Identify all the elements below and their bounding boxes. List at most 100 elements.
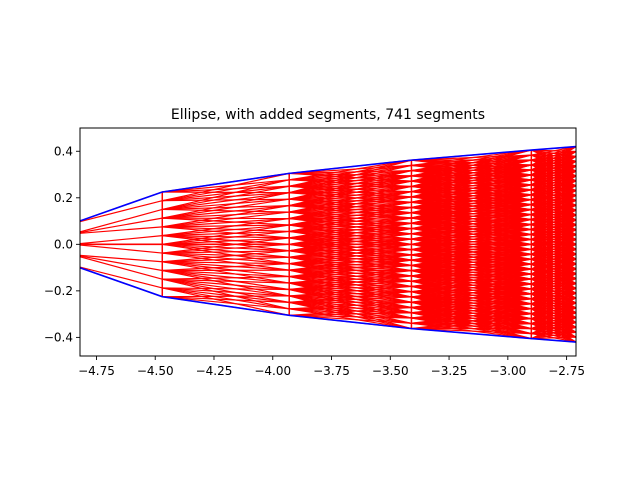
added-segment-250 (289, 192, 412, 203)
added-segment-556 (411, 185, 532, 206)
added-segment-300 (411, 312, 532, 340)
added-segment-342 (411, 291, 532, 325)
added-segment-79 (162, 185, 290, 202)
added-segment-661 (531, 308, 576, 333)
added-segment-976 (531, 169, 576, 192)
added-segment-321 (411, 301, 532, 330)
added-segment-741 (531, 273, 576, 299)
added-segment-955 (531, 179, 576, 197)
added-segment-873 (531, 214, 576, 240)
added-segment-161 (289, 256, 412, 277)
added-segment-1013 (531, 149, 576, 157)
added-segment-38 (162, 256, 290, 263)
plot-area (80, 145, 576, 343)
added-segment-862 (531, 219, 576, 245)
added-segment-996 (531, 159, 576, 177)
added-segment-23 (162, 278, 290, 303)
added-segment-343 (411, 291, 532, 320)
added-segment-1003 (531, 154, 576, 177)
added-segment-672 (531, 303, 576, 328)
added-segment-545 (411, 191, 532, 211)
added-segment-36 (162, 261, 290, 271)
added-segment-152 (289, 263, 412, 282)
x-tick-label: −4.75 (78, 364, 115, 378)
added-segment-68 (162, 205, 290, 219)
added-segment-10 (80, 208, 163, 233)
added-segment-45 (162, 237, 290, 254)
y-axis: 0.4 0.2 0.0 −0.2 −0.4 (44, 144, 80, 344)
added-segment-143 (289, 269, 412, 293)
added-segment-4 (80, 254, 163, 263)
added-segment-56 (162, 230, 290, 237)
added-segment-604 (411, 159, 532, 166)
added-segment-215 (289, 217, 412, 230)
added-segment-39 (162, 250, 290, 263)
added-segment-75 (162, 185, 290, 211)
added-segment-188 (289, 237, 412, 256)
added-segment-267 (289, 179, 412, 188)
added-segment-753 (531, 268, 576, 289)
added-segment-513 (411, 206, 532, 231)
added-segment-695 (531, 293, 576, 319)
added-segment-24 (162, 278, 290, 297)
added-segment-829 (531, 233, 576, 260)
added-segment-133 (289, 275, 412, 303)
added-segment-31 (162, 269, 290, 278)
added-segment-427 (411, 249, 532, 275)
added-segment-71 (162, 208, 290, 213)
added-segment-292 (411, 317, 532, 340)
added-segment-37 (162, 261, 290, 265)
added-segment-603 (411, 159, 532, 171)
added-segment-534 (411, 196, 532, 216)
added-segment-852 (531, 223, 576, 245)
added-segment-47 (162, 243, 290, 258)
added-segment-375 (411, 275, 532, 300)
x-tick-label: −3.50 (372, 364, 409, 378)
added-segment-579 (411, 175, 532, 186)
added-segment-225 (289, 211, 412, 219)
added-segment-524 (411, 201, 532, 221)
added-segment-1012 (531, 149, 576, 162)
added-segment-595 (411, 164, 532, 181)
y-tick-label: −0.2 (44, 284, 73, 298)
added-segment-187 (289, 237, 412, 261)
added-segment-15 (162, 296, 290, 303)
added-segment-966 (531, 174, 576, 192)
added-segment-694 (531, 293, 576, 324)
added-segment-896 (531, 204, 576, 226)
added-segment-241 (289, 198, 412, 214)
added-segment-144 (289, 269, 412, 288)
added-segment-98 (289, 301, 412, 330)
added-segment-35 (162, 261, 290, 278)
added-segment-683 (531, 298, 576, 324)
added-segment-931 (531, 189, 576, 216)
added-segment-273 (289, 172, 412, 182)
plot-frame (79, 127, 577, 357)
added-segment-818 (531, 238, 576, 265)
added-segment-41 (162, 252, 290, 265)
added-segment-763 (531, 263, 576, 289)
added-segment-74 (162, 192, 290, 211)
added-segment-718 (531, 283, 576, 314)
x-tick-label: −4.25 (196, 364, 233, 378)
added-segment-28 (162, 269, 290, 297)
added-segment-731 (531, 278, 576, 299)
added-segment-22 (162, 278, 290, 310)
added-segment-43 (162, 250, 290, 254)
added-segment-1011 (531, 149, 576, 167)
added-segment-77 (162, 198, 290, 202)
added-segment-649 (531, 313, 576, 343)
added-segment-682 (531, 298, 576, 328)
added-segment-786 (531, 253, 576, 275)
added-segment-438 (411, 243, 532, 270)
added-segment-615 (531, 333, 576, 343)
added-segment-1014 (531, 149, 576, 153)
added-segment-80 (162, 179, 290, 202)
added-segment-808 (531, 243, 576, 265)
added-segment-503 (411, 212, 532, 231)
added-segment-310 (411, 306, 532, 335)
added-segment-169 (289, 250, 412, 272)
added-segment-386 (411, 270, 532, 295)
added-segment-115 (289, 288, 412, 319)
